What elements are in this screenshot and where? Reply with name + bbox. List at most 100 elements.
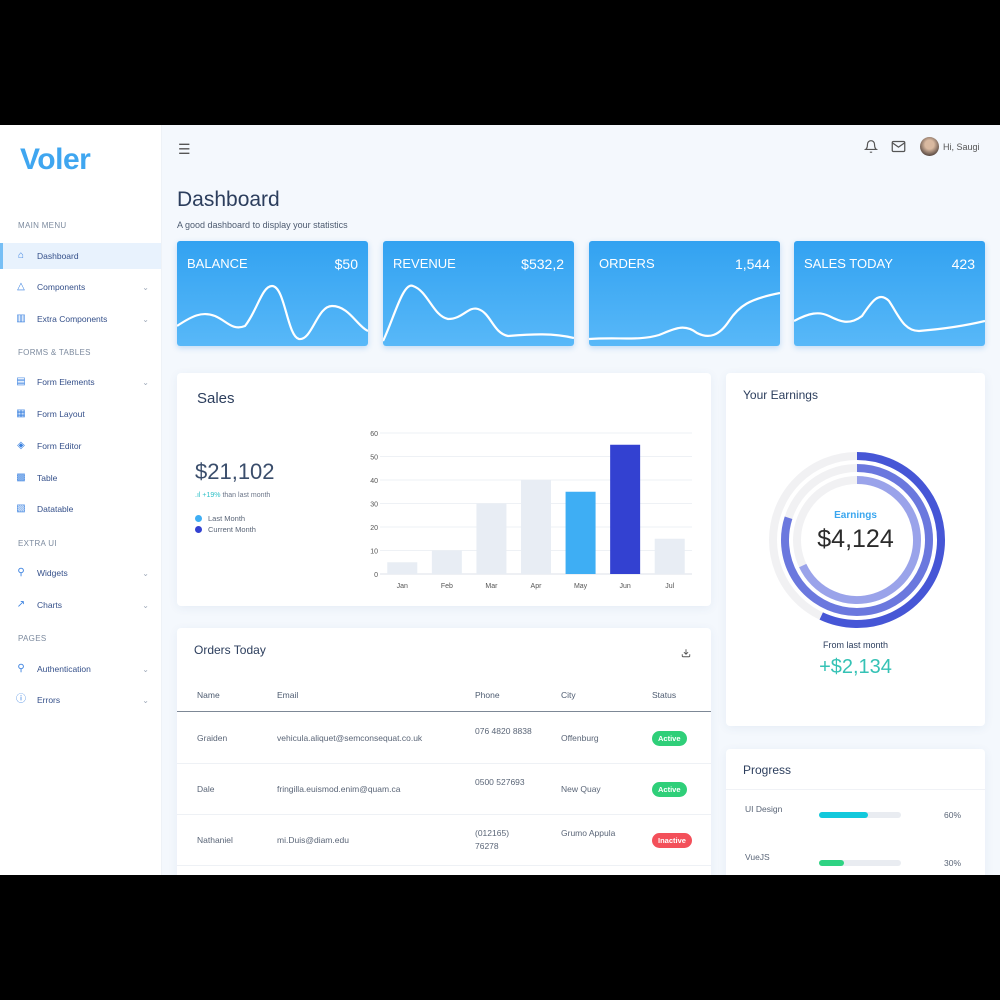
column-header-name[interactable]: Name [197, 690, 220, 700]
chevron-down-icon: ⌄ [142, 568, 149, 578]
bar-mar [476, 503, 507, 574]
bell-icon[interactable] [864, 139, 878, 154]
bar-jun [610, 444, 641, 574]
orders-card: Orders Today Name Email Phone City Status Gra… [177, 628, 711, 875]
table-row: Nathaniel mi.Duis@diam.edu (012165) 76278 G… [177, 815, 711, 866]
y-tick-label: 30 [370, 502, 378, 509]
legend-dot [195, 515, 202, 522]
sidebar-item-table[interactable]: ▩ Table [0, 465, 161, 491]
sales-bar-chart: 0 10 20 30 40 50 60 Jan Feb Mar Apr May Jun Jul [370, 431, 692, 590]
earnings-center-value: $4,124 [817, 525, 894, 553]
earnings-title: Your Earnings [743, 388, 818, 402]
stat-value: 1,544 [734, 256, 770, 272]
stat-card-sales-today: SALES TODAY 423 [794, 241, 985, 346]
sidebar-item-form-layout[interactable]: ▦ Form Layout [0, 401, 161, 427]
sidebar-item-extra-components[interactable]: ▥ Extra Components ⌄ [0, 306, 161, 332]
sidebar-item-label: Form Elements [37, 377, 95, 387]
bar-may [565, 491, 596, 574]
progress-title: Progress [743, 763, 792, 777]
earnings-card: Your Earnings Earnings $4,124 From last … [726, 373, 985, 726]
sidebar-section-title: EXTRA UI [18, 539, 57, 548]
status-badge: Active [652, 782, 687, 797]
column-header-phone[interactable]: Phone [475, 690, 500, 700]
brand-logo[interactable]: Voler [20, 143, 91, 176]
chevron-down-icon: ⌄ [142, 314, 149, 324]
sales-card: Sales $21,102 .ıl +19% than last month L… [177, 373, 711, 606]
legend-item: Last Month [195, 513, 256, 524]
sidebar-item-components[interactable]: △ Components ⌄ [0, 274, 161, 300]
sidebar-item-dashboard[interactable]: ⌂ Dashboard [0, 243, 161, 269]
cell-city: Grumo Appula [561, 828, 616, 838]
sidebar-item-errors[interactable]: ⓘ Errors ⌄ [0, 687, 161, 713]
sidebar-item-authentication[interactable]: ⚲ Authentication ⌄ [0, 656, 161, 682]
sidebar-item-label: Widgets [37, 568, 68, 578]
progress-value: 30% [944, 858, 962, 868]
column-header-email[interactable]: Email [277, 690, 299, 700]
cell-phone: 076 4820 8838 [475, 726, 532, 736]
layout-icon: ▦ [16, 408, 26, 419]
x-tick-label: Jan [397, 583, 408, 590]
stat-value: $532,2 [521, 256, 564, 272]
y-tick-label: 10 [370, 549, 378, 556]
mail-icon[interactable] [891, 139, 906, 154]
x-tick-label: Feb [441, 583, 453, 590]
sidebar-item-label: Form Layout [37, 409, 85, 419]
chevron-down-icon: ⌄ [142, 377, 149, 387]
signal-icon: .ıl [195, 492, 203, 499]
from-last-month-label: From last month [822, 640, 889, 650]
cell-phone: (012165) 76278 [475, 828, 510, 851]
sidebar-item-datatable[interactable]: ▧ Datatable [0, 496, 161, 522]
sidebar-item-form-elements[interactable]: ▤ Form Elements ⌄ [0, 369, 161, 395]
cell-name: Nathaniel [197, 835, 233, 845]
stat-label: SALES TODAY [804, 256, 893, 271]
sidebar-section-title: FORMS & TABLES [18, 348, 91, 357]
sparkline [383, 284, 574, 342]
sidebar-item-label: Form Editor [37, 441, 82, 451]
sidebar-item-label: Datatable [37, 504, 74, 514]
chevron-down-icon: ⌄ [142, 282, 149, 292]
sidebar-item-label: Table [37, 473, 58, 483]
x-tick-label: Mar [485, 583, 498, 590]
y-tick-label: 50 [370, 455, 378, 462]
sales-change-text: than last month [222, 492, 271, 499]
sparkline [177, 284, 368, 341]
legend-dot [195, 526, 202, 533]
briefcase-icon: ▥ [16, 313, 26, 324]
sidebar-item-label: Extra Components [37, 314, 108, 324]
status-badge: Active [652, 731, 687, 746]
chevron-down-icon: ⌄ [142, 664, 149, 674]
sidebar-item-form-editor[interactable]: ◈ Form Editor [0, 433, 161, 459]
sidebar-item-label: Charts [37, 600, 63, 610]
sidebar-item-widgets[interactable]: ⚲ Widgets ⌄ [0, 560, 161, 586]
home-icon: ⌂ [17, 250, 25, 261]
ring-bar-1 [819, 452, 945, 628]
progress-track [819, 812, 901, 818]
status-badge: Inactive [652, 833, 692, 848]
sidebar-section-title: MAIN MENU [18, 221, 67, 230]
y-tick-label: 60 [370, 431, 378, 438]
user-greeting[interactable]: Hi, Saugi [943, 142, 980, 152]
sidebar-item-charts[interactable]: ↗ Charts ⌄ [0, 592, 161, 618]
cell-phone: 0500 527693 [475, 777, 525, 787]
progress-fill [819, 860, 844, 866]
chevron-down-icon: ⌄ [142, 600, 149, 610]
avatar[interactable] [920, 137, 939, 156]
stat-card-balance: BALANCE $50 [177, 241, 368, 346]
from-last-month-value: +$2,134 [819, 656, 892, 678]
bar-jan [387, 562, 418, 574]
column-header-status[interactable]: Status [652, 690, 677, 700]
download-icon[interactable] [681, 648, 691, 658]
stat-value: $50 [334, 256, 358, 272]
progress-value: 60% [944, 810, 962, 820]
file-plus-icon: ▧ [16, 503, 26, 514]
sparkline [794, 295, 985, 333]
cell-city: Offenburg [561, 733, 599, 743]
user-icon: ⚲ [17, 567, 25, 578]
sales-total: $21,102 [195, 459, 275, 484]
column-header-city[interactable]: City [561, 690, 576, 700]
hamburger-menu-icon[interactable]: ☰ [178, 141, 191, 157]
progress-track [819, 860, 901, 866]
progress-label: UI Design [745, 804, 783, 814]
progress-fill [819, 812, 869, 818]
progress-card: Progress UI Design 60% VueJS 30% [726, 749, 985, 875]
